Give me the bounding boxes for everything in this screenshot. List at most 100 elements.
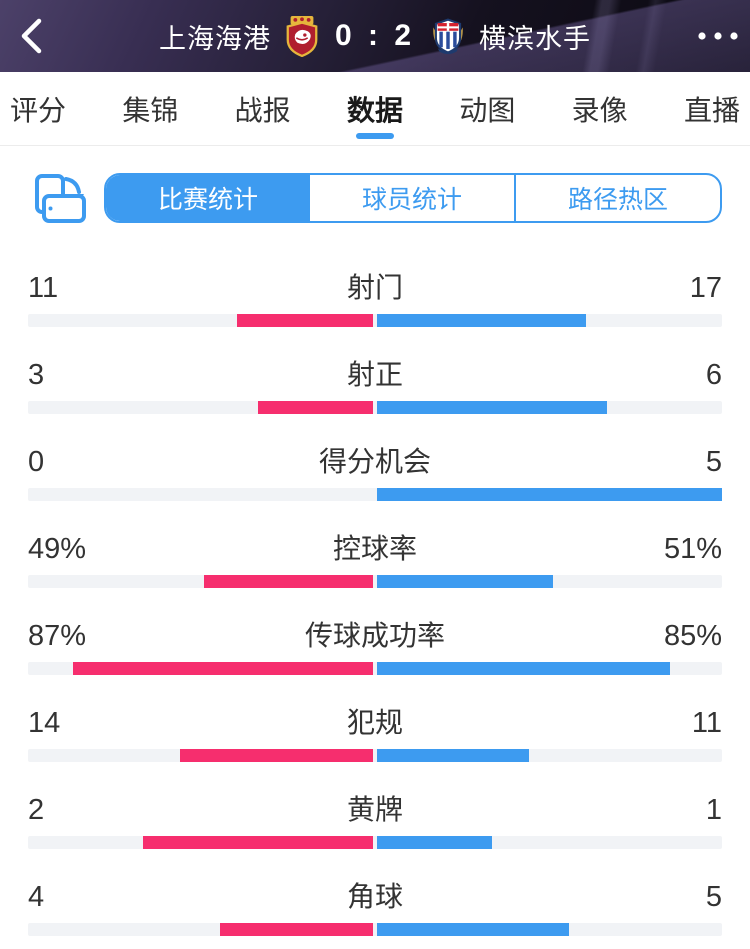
home-team-logo-icon <box>286 16 318 57</box>
home-bar-fill <box>72 662 373 675</box>
away-value: 11 <box>691 707 722 739</box>
stat-label: 射门 <box>346 272 403 303</box>
subtab-label: 球员统计 <box>361 186 462 214</box>
stat-row: 0 得分机会 5 <box>28 446 722 501</box>
stat-bar <box>28 923 722 936</box>
tab-item-6[interactable]: 直播 <box>682 72 742 145</box>
more-button[interactable] <box>686 0 750 72</box>
home-value: 11 <box>28 272 59 304</box>
away-value: 6 <box>705 359 722 391</box>
tab-item-1[interactable]: 集锦 <box>120 72 180 145</box>
stat-row: 14 犯规 11 <box>28 707 722 762</box>
stat-row: 2 黄牌 1 <box>28 794 722 849</box>
stat-label: 射正 <box>346 359 403 390</box>
tab-label: 集锦 <box>122 94 179 126</box>
home-value: 2 <box>28 794 45 826</box>
away-value: 5 <box>705 446 722 478</box>
home-bar-fill <box>219 923 373 936</box>
away-bar-fill <box>377 836 492 849</box>
stat-bar <box>28 488 722 501</box>
tab-item-2[interactable]: 战报 <box>233 72 293 145</box>
stat-row: 3 射正 6 <box>28 359 722 414</box>
stat-bar <box>28 314 722 327</box>
score: 0 : 2 <box>334 19 416 52</box>
stat-row: 49% 控球率 51% <box>28 533 722 588</box>
subtab-label: 比赛统计 <box>157 186 258 214</box>
stat-row: 87% 传球成功率 85% <box>28 620 722 675</box>
stat-text: 4 角球 5 <box>28 881 722 913</box>
subtab-item-1[interactable]: 球员统计 <box>310 175 514 221</box>
match-title: 上海海港 0 : 2 横滨水手 <box>64 15 686 57</box>
tab-label: 动图 <box>459 94 516 126</box>
bar-track <box>28 314 722 327</box>
stat-label: 控球率 <box>332 533 417 564</box>
home-bar-fill <box>237 314 373 327</box>
stat-label: 传球成功率 <box>304 620 445 651</box>
away-bar-fill <box>377 749 529 762</box>
away-value: 51% <box>663 533 722 565</box>
tab-item-5[interactable]: 录像 <box>570 72 630 145</box>
stat-bar <box>28 836 722 849</box>
stat-label: 角球 <box>346 881 403 912</box>
stat-label: 黄牌 <box>346 794 403 825</box>
away-bar-fill <box>377 401 607 414</box>
tab-label: 评分 <box>10 94 67 126</box>
bar-track <box>28 836 722 849</box>
subtab-label: 路径热区 <box>567 186 668 214</box>
away-team-name: 横滨水手 <box>479 23 592 54</box>
back-button[interactable] <box>0 0 64 72</box>
home-value: 0 <box>28 446 45 478</box>
tab-item-0[interactable]: 评分 <box>8 72 68 145</box>
tab-item-3[interactable]: 数据 <box>345 72 405 145</box>
away-value: 85% <box>663 620 722 652</box>
active-tab-underline <box>355 133 394 139</box>
subtab-row: 比赛统计 球员统计 路径热区 <box>0 146 750 250</box>
away-bar-fill <box>377 923 569 936</box>
stat-label: 犯规 <box>346 707 403 738</box>
tab-label: 直播 <box>683 94 740 126</box>
stat-text: 87% 传球成功率 85% <box>28 620 722 652</box>
stat-row: 4 角球 5 <box>28 881 722 936</box>
stat-text: 0 得分机会 5 <box>28 446 722 478</box>
home-team-name: 上海海港 <box>158 23 271 54</box>
home-bar-fill <box>179 749 373 762</box>
subtab-item-0[interactable]: 比赛统计 <box>106 175 310 221</box>
home-value: 49% <box>28 533 87 565</box>
chevron-left-icon <box>21 18 42 54</box>
tab-label: 录像 <box>571 94 628 126</box>
stat-row: 11 射门 17 <box>28 272 722 327</box>
away-value: 5 <box>705 881 722 913</box>
rotate-screen-button[interactable] <box>28 169 90 227</box>
match-header: 上海海港 0 : 2 横滨水手 <box>0 0 750 72</box>
stats-segmented-control: 比赛统计 球员统计 路径热区 <box>104 173 722 223</box>
rotate-screen-icon <box>35 174 86 223</box>
home-value: 87% <box>28 620 87 652</box>
bar-track <box>28 923 722 936</box>
stat-label: 得分机会 <box>318 446 431 477</box>
home-value: 3 <box>28 359 45 391</box>
stat-text: 2 黄牌 1 <box>28 794 722 826</box>
main-tabbar: 评分 集锦 战报 数据 动图 录像 直播 <box>0 72 750 146</box>
away-bar-fill <box>377 314 587 327</box>
tab-item-4[interactable]: 动图 <box>457 72 517 145</box>
home-bar-fill <box>203 575 373 588</box>
tab-label: 数据 <box>346 94 403 126</box>
match-stats-list: 11 射门 17 3 射正 6 0 得分机会 5 49% 控球率 51% 87% 传球成功率 85% 14 犯规… <box>0 250 750 936</box>
tab-label: 战报 <box>234 94 291 126</box>
subtab-item-2[interactable]: 路径热区 <box>514 175 720 221</box>
stat-bar <box>28 575 722 588</box>
home-bar-fill <box>258 401 373 414</box>
stat-text: 49% 控球率 51% <box>28 533 722 565</box>
away-bar-fill <box>377 575 553 588</box>
away-value: 1 <box>705 794 722 826</box>
stat-text: 3 射正 6 <box>28 359 722 391</box>
away-team-logo-icon <box>433 18 463 55</box>
away-bar-fill <box>377 488 722 501</box>
bar-track <box>28 575 722 588</box>
stat-bar <box>28 749 722 762</box>
away-value: 17 <box>689 272 722 304</box>
away-bar-fill <box>377 662 671 675</box>
stat-bar <box>28 662 722 675</box>
bar-track <box>28 749 722 762</box>
stat-bar <box>28 401 722 414</box>
